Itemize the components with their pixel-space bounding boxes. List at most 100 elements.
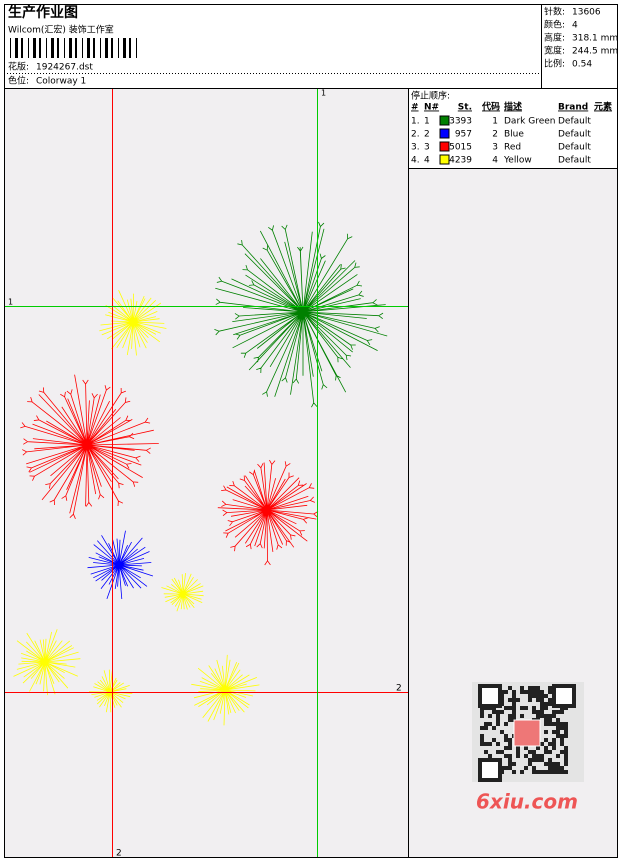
column-header: 代码 [481, 101, 500, 113]
qr-cell [540, 702, 544, 706]
stitches: 3393 [449, 117, 472, 127]
qr-cell [528, 686, 532, 690]
column-header: Brand [558, 103, 588, 113]
colorway-label: 色位: [8, 75, 29, 87]
qr-cell [536, 698, 540, 702]
qr-cell [552, 746, 556, 750]
info-label: 高度: [544, 32, 565, 44]
qr-cell [512, 770, 516, 774]
qr-cell [544, 702, 548, 706]
stitches-path [20, 374, 159, 519]
qr-cell [508, 714, 512, 718]
qr-cell [512, 710, 516, 714]
qr-cell [492, 738, 496, 742]
qr-cell [508, 762, 512, 766]
qr-cell [548, 742, 552, 746]
barcode [10, 38, 137, 58]
qr-cell [544, 738, 548, 742]
qr-cell [544, 762, 548, 766]
column-header: N# [424, 103, 439, 113]
qr-cell [512, 698, 516, 702]
qr-cell [528, 750, 532, 754]
bar [28, 38, 29, 58]
qr-cell [516, 750, 520, 754]
qr-cell [532, 766, 536, 770]
qr-cell [532, 750, 536, 754]
qr-cell [536, 710, 540, 714]
qr-eye [552, 684, 576, 708]
qr-cell [528, 698, 532, 702]
marker: 2 [116, 849, 122, 859]
qr-cell [532, 706, 536, 710]
qr-cell [508, 742, 512, 746]
qr-cell [536, 690, 540, 694]
stitches-path [87, 530, 154, 600]
qr-cell [516, 698, 520, 702]
qr-cell [556, 766, 560, 770]
stitches-path [214, 221, 388, 408]
bar [51, 38, 54, 58]
qr-cell [540, 710, 544, 714]
qr-cell [548, 758, 552, 762]
qr-cell [512, 714, 516, 718]
info-value: 13606 [572, 8, 601, 18]
qr-cell [556, 762, 560, 766]
qr-cell [492, 726, 496, 730]
qr-cell [556, 722, 560, 726]
qr-cell [496, 722, 500, 726]
column-header: St. [458, 103, 472, 113]
qr-cell [484, 742, 488, 746]
qr-cell [552, 742, 556, 746]
qr-cell [480, 734, 484, 738]
qr-cell [528, 694, 532, 698]
motif [161, 573, 204, 612]
qr-cell [564, 730, 568, 734]
motif [214, 221, 388, 408]
qr-cell [552, 730, 556, 734]
qr-cell [548, 718, 552, 722]
stitches-path [13, 629, 81, 696]
qr-cell [480, 714, 484, 718]
qr-cell [536, 746, 540, 750]
stitches-path [161, 573, 204, 612]
info-label: 颜色: [544, 19, 565, 31]
bar [15, 38, 18, 58]
qr-cell [564, 770, 568, 774]
marker: 2 [396, 684, 402, 694]
bar [46, 38, 47, 58]
qr-cell [548, 762, 552, 766]
watermark: 6xiu.com [476, 790, 578, 814]
qr-cell [480, 738, 484, 742]
qr-cell [552, 714, 556, 718]
qr-cell [504, 722, 508, 726]
stitches: 957 [455, 130, 472, 140]
qr-cell [484, 750, 488, 754]
qr-cell [556, 726, 560, 730]
qr-cell [520, 686, 524, 690]
qr-cell [564, 762, 568, 766]
qr-cell [548, 686, 552, 690]
qr-cell [552, 766, 556, 770]
qr-cell [544, 706, 548, 710]
info-value: 318.1 mm [572, 34, 618, 44]
qr-cell [520, 706, 524, 710]
row-n: 2 [424, 130, 430, 140]
qr-cell [480, 742, 484, 746]
qr-cell [508, 766, 512, 770]
info-value: 0.54 [572, 60, 592, 70]
qr-cell [480, 710, 484, 714]
qr-cell [540, 706, 544, 710]
qr-cell [484, 722, 488, 726]
swatch [439, 128, 450, 139]
qr-cell [540, 694, 544, 698]
qr-cell [532, 690, 536, 694]
qr-cell [552, 738, 556, 742]
stitches: 5015 [449, 143, 472, 153]
qr-cell [512, 762, 516, 766]
qr-cell [548, 722, 552, 726]
qr-cell [524, 746, 528, 750]
row-num: 3. [411, 143, 420, 153]
stitches: 4239 [449, 156, 472, 166]
qr-cell [528, 762, 532, 766]
